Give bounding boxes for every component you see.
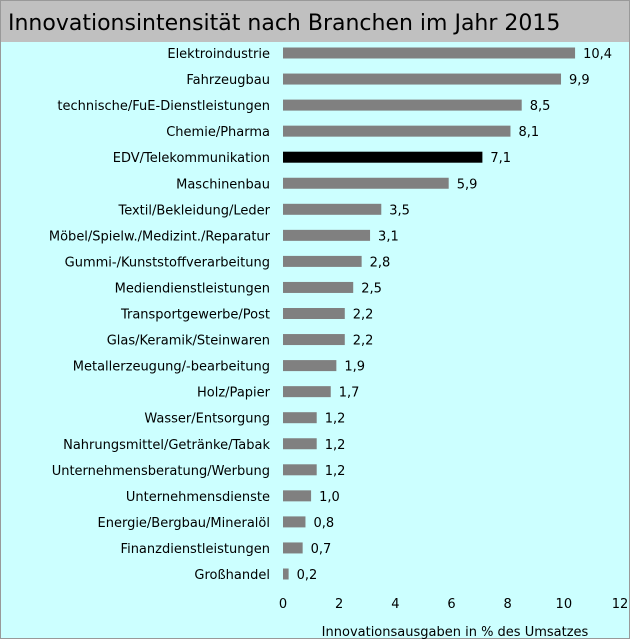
value-label: 2,8 (370, 255, 391, 270)
bar (283, 568, 289, 580)
y-tick-label: Möbel/Spielw./Medizint./Reparatur (49, 229, 271, 244)
bar (283, 516, 306, 528)
y-tick-label: Fahrzeugbau (186, 73, 270, 88)
y-tick-label: Nahrungsmittel/Getränke/Tabak (63, 438, 270, 453)
y-tick-label: Gummi-/Kunststoffverarbeitung (65, 255, 270, 270)
value-label: 2,5 (361, 281, 382, 296)
y-tick-label: EDV/Telekommunikation (113, 151, 270, 166)
bar (283, 334, 345, 346)
y-tick-label: Metallerzeugung/-bearbeitung (73, 360, 270, 375)
value-label: 1,7 (339, 386, 360, 401)
x-tick-label: 2 (335, 597, 343, 612)
bar (283, 151, 483, 163)
value-label: 7,1 (490, 151, 511, 166)
value-label: 1,2 (325, 464, 346, 479)
value-label: 1,0 (319, 490, 340, 505)
value-label: 2,2 (353, 334, 374, 349)
y-tick-label: Elektroindustrie (167, 47, 270, 62)
y-tick-label: Unternehmensberatung/Werbung (52, 464, 270, 479)
bar (283, 308, 345, 319)
y-tick-label: Mediendienstleistungen (115, 281, 270, 296)
x-tick-label: 0 (279, 597, 287, 612)
bar (283, 490, 312, 502)
bar (283, 438, 317, 450)
y-tick-label: Finanzdienstleistungen (121, 542, 270, 557)
value-label: 2,2 (353, 308, 374, 323)
value-label: 3,1 (378, 229, 399, 244)
y-tick-label: Wasser/Entsorgung (144, 412, 270, 427)
value-label: 8,5 (530, 99, 551, 114)
y-tick-label: Glas/Keramik/Steinwaren (107, 334, 270, 349)
bar (283, 255, 362, 267)
y-tick-label: Chemie/Pharma (166, 125, 270, 140)
bar (283, 386, 331, 398)
y-tick-label: Großhandel (194, 568, 270, 583)
title-bar (0, 0, 630, 42)
value-label: 9,9 (569, 73, 590, 88)
x-axis-label: Innovationsausgaben in % des Umsatzes (322, 625, 589, 639)
bar (283, 360, 337, 372)
bar (283, 73, 562, 85)
bar (283, 542, 303, 554)
bar (283, 229, 371, 241)
bar (283, 125, 511, 137)
y-tick-label: Holz/Papier (197, 386, 271, 401)
x-tick-label: 12 (612, 597, 629, 612)
x-tick-label: 10 (556, 597, 573, 612)
y-tick-label: Textil/Bekleidung/Leder (117, 203, 270, 218)
y-tick-label: Unternehmensdienste (126, 490, 270, 505)
y-tick-label: Maschinenbau (176, 177, 270, 192)
value-label: 0,7 (311, 542, 332, 557)
y-tick-label: technische/FuE-Dienstleistungen (57, 99, 270, 114)
value-label: 3,5 (389, 203, 410, 218)
x-tick-label: 8 (504, 597, 512, 612)
bar (283, 203, 382, 215)
bar (283, 99, 522, 111)
x-tick-label: 4 (391, 597, 399, 612)
bar (283, 412, 317, 424)
bar (283, 464, 317, 476)
bar (283, 47, 576, 59)
value-label: 5,9 (457, 177, 478, 192)
bar (283, 177, 449, 189)
y-tick-label: Transportgewerbe/Post (120, 308, 270, 323)
value-label: 8,1 (518, 125, 539, 140)
chart-title: Innovationsintensität nach Branchen im J… (8, 11, 560, 36)
value-label: 0,2 (297, 568, 318, 583)
value-label: 1,2 (325, 412, 346, 427)
bar (283, 281, 354, 293)
y-tick-label: Energie/Bergbau/Mineralöl (98, 516, 271, 531)
value-label: 1,9 (344, 360, 365, 375)
value-label: 10,4 (583, 47, 612, 62)
x-tick-label: 6 (447, 597, 455, 612)
value-label: 1,2 (325, 438, 346, 453)
value-label: 0,8 (313, 516, 334, 531)
